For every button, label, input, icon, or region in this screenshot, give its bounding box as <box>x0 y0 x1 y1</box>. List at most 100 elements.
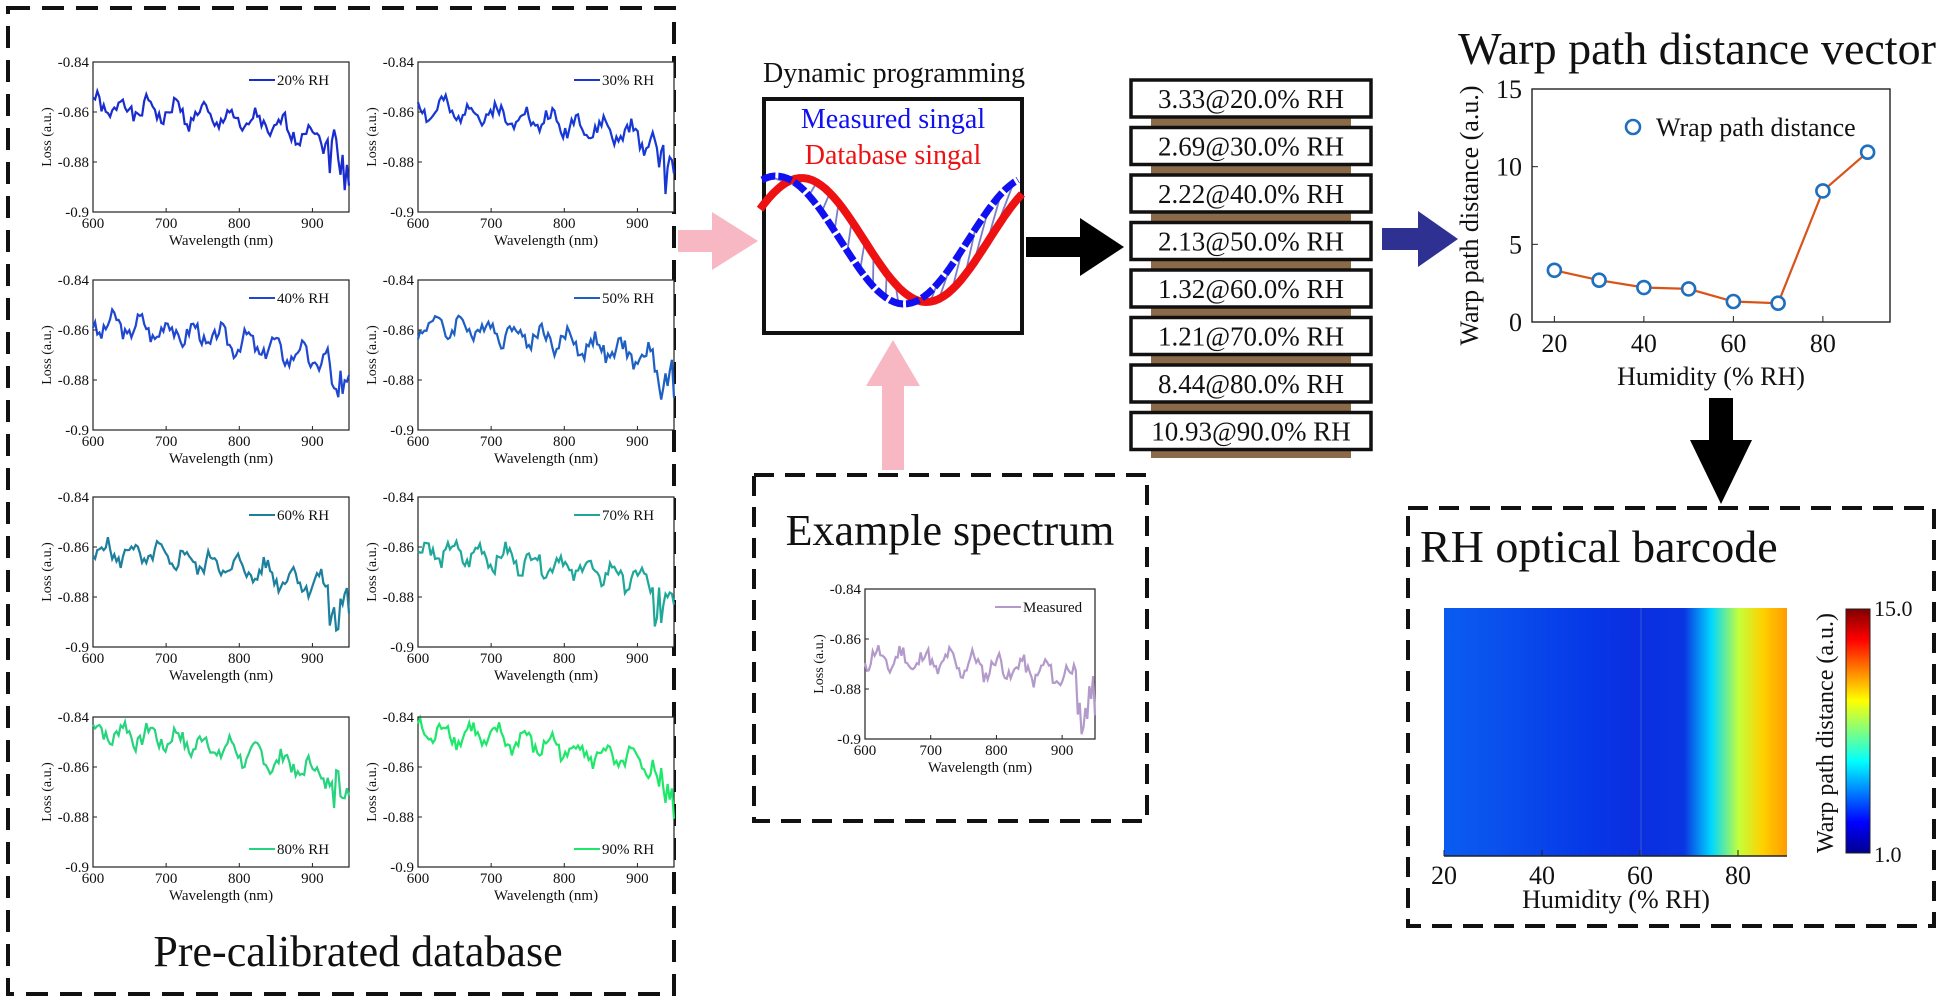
x-tick-label: 80 <box>1725 861 1751 890</box>
legend-label: 30% RH <box>602 73 654 89</box>
vector-item: 2.13@50.0% RH <box>1129 220 1373 262</box>
x-tick-label: 600 <box>82 216 105 232</box>
vector-item-text: 1.21@70.0% RH <box>1158 322 1344 352</box>
y-tick-label: -0.88 <box>58 155 89 171</box>
x-tick-label: 20 <box>1541 329 1567 358</box>
pink-arrow-right <box>678 212 758 270</box>
database-signal-label: Database singal <box>805 140 982 171</box>
y-tick-label: -0.86 <box>58 323 90 339</box>
y-axis-label: Loss (a.u.) <box>365 542 380 602</box>
database-caption: Pre-calibrated database <box>153 927 562 976</box>
spectrum-line <box>91 306 351 398</box>
vector-item-box <box>1129 125 1373 167</box>
vector-item: 1.32@60.0% RH <box>1129 268 1373 309</box>
y-tick-label: -0.88 <box>383 373 414 389</box>
data-point <box>1591 272 1607 289</box>
x-tick-label: 900 <box>626 434 649 450</box>
x-axis-label: Wavelength (nm) <box>928 760 1032 776</box>
vector-item-text: 10.93@90.0% RH <box>1151 417 1351 447</box>
x-tick-label: 600 <box>82 651 105 667</box>
legend-marker <box>1624 118 1642 136</box>
plot-frame <box>417 61 675 213</box>
y-tick-label: -0.9 <box>65 205 89 221</box>
barcode-xlabel: Humidity (% RH) <box>1522 885 1710 914</box>
x-axis-label: Wavelength (nm) <box>494 888 598 904</box>
black-arrow-right-1 <box>1026 218 1124 276</box>
y-tick-label: -0.86 <box>383 323 415 339</box>
vector-item: 1.21@70.0% RH <box>1129 315 1373 357</box>
vector-item: 8.44@80.0% RH <box>1129 363 1373 404</box>
spectrum-line <box>92 717 351 809</box>
data-point <box>1815 183 1831 199</box>
vector-item-text: 3.33@20.0% RH <box>1158 84 1344 114</box>
vector-item-box <box>1129 315 1373 357</box>
y-tick-label: -0.84 <box>58 55 90 71</box>
example-plot: 600 700 800 900 -0.84 -0.86 -0.88 -0.9 Wavelengt… <box>812 582 1097 776</box>
y-tick-label: -0.88 <box>58 810 89 826</box>
colorbar <box>1845 608 1871 854</box>
plot-frame <box>92 61 350 213</box>
y-axis-label: Loss (a.u.) <box>365 762 380 822</box>
y-tick-label: -0.84 <box>383 710 415 726</box>
x-tick-label: 900 <box>626 216 649 232</box>
measured-signal-curve <box>760 172 1020 308</box>
dp-title: Dynamic programming <box>763 58 1025 89</box>
x-tick-label: 700 <box>155 434 178 450</box>
database-signal-curve <box>756 174 1025 307</box>
x-tick-label: 700 <box>919 743 942 759</box>
y-tick-label: 15 <box>1496 75 1522 104</box>
legend-label: Measured <box>1023 600 1083 616</box>
warp-path-chart: 20 40 60 80 0 5 10 15 Humidity (% RH) Warp path d… <box>1455 75 1891 391</box>
y-tick-label: -0.9 <box>65 640 89 656</box>
x-axis-label: Wavelength (nm) <box>169 233 273 249</box>
spectrum-panel-3: 600 700 800 900 -0.84 -0.86 -0.88 -0.9 Wavelengt… <box>40 273 351 467</box>
legend-label: 70% RH <box>602 508 654 524</box>
data-point <box>1770 295 1786 312</box>
y-tick-label: 5 <box>1509 230 1522 259</box>
distance-vector: 3.33@20.0% RH 2.69@30.0% RH 2.22@40.0% RH 2… <box>1129 78 1373 458</box>
x-tick-label: 600 <box>407 651 430 667</box>
y-axis-label: Loss (a.u.) <box>812 634 827 694</box>
legend-label: 50% RH <box>602 291 654 307</box>
y-axis-label: Loss (a.u.) <box>365 107 380 167</box>
y-tick-label: -0.9 <box>390 205 414 221</box>
y-tick-label: -0.86 <box>383 540 415 556</box>
y-tick-label: -0.84 <box>383 490 415 506</box>
vector-item: 2.22@40.0% RH <box>1129 173 1373 214</box>
legend-label: 90% RH <box>602 842 654 858</box>
y-tick-label: -0.88 <box>383 155 414 171</box>
x-tick-label: 800 <box>985 743 1008 759</box>
x-axis-label: Wavelength (nm) <box>169 888 273 904</box>
navy-arrow-right <box>1382 211 1458 267</box>
data-point <box>1546 262 1563 279</box>
x-tick-label: 700 <box>155 216 178 232</box>
x-tick-label: 700 <box>480 651 503 667</box>
x-tick-label: 600 <box>82 871 105 887</box>
x-tick-label: 80 <box>1810 329 1836 358</box>
y-tick-label: -0.9 <box>837 732 861 748</box>
x-axis-label: Humidity (% RH) <box>1617 362 1805 391</box>
spectrum-panel-1: 600 700 800 900 -0.84 -0.86 -0.88 -0.9 Wavelengt… <box>40 55 351 249</box>
vector-item: 3.33@20.0% RH <box>1129 78 1373 119</box>
warp-chart-title: Warp path distance vector <box>1458 23 1936 74</box>
y-tick-label: -0.9 <box>390 423 414 439</box>
x-tick-label: 800 <box>228 651 251 667</box>
vector-item-text: 2.13@50.0% RH <box>1158 227 1344 257</box>
x-tick-label: 600 <box>407 434 430 450</box>
y-axis-label: Loss (a.u.) <box>40 325 55 385</box>
vector-item-box <box>1129 268 1373 309</box>
pink-arrow-up <box>866 340 920 470</box>
x-tick-label: 800 <box>553 651 576 667</box>
y-tick-label: -0.86 <box>830 632 862 648</box>
legend-label: 80% RH <box>277 842 329 858</box>
spectrum-line <box>92 536 351 633</box>
spectrum-line <box>416 91 676 195</box>
vector-item-text: 1.32@60.0% RH <box>1158 274 1344 304</box>
legend-label: 60% RH <box>277 508 329 524</box>
x-tick-label: 900 <box>626 651 649 667</box>
vector-item: 2.69@30.0% RH <box>1129 125 1373 167</box>
y-axis-label: Loss (a.u.) <box>365 325 380 385</box>
vector-item-text: 2.22@40.0% RH <box>1158 179 1344 209</box>
x-tick-label: 600 <box>854 743 877 759</box>
